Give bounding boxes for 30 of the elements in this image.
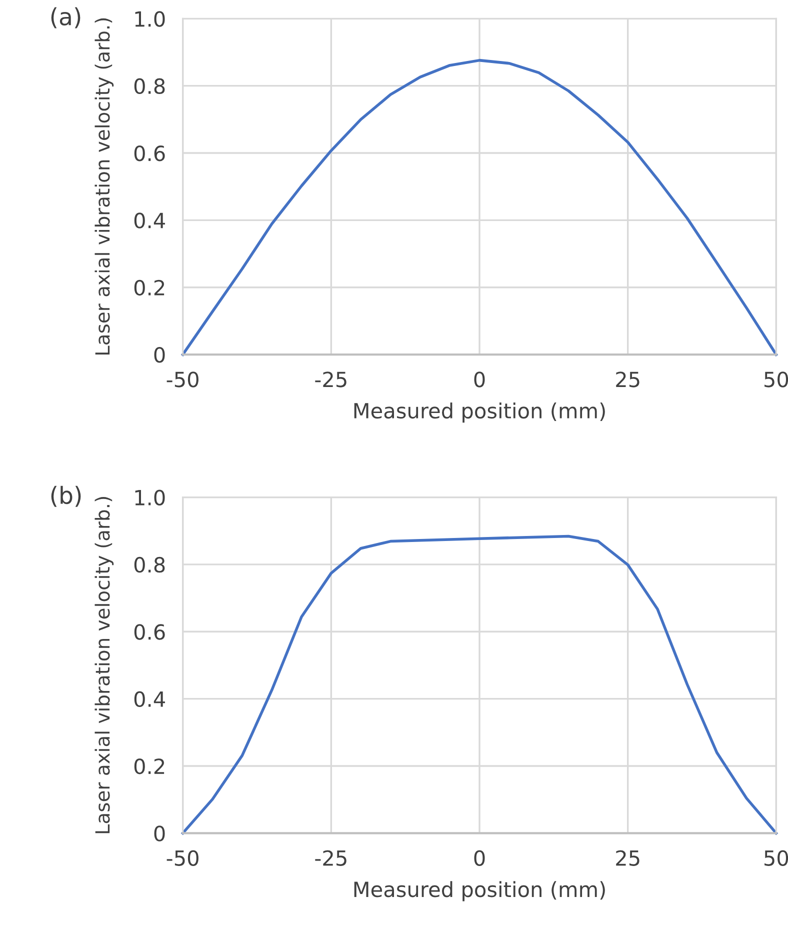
text: (a) [51,7,80,28]
x-tick-label: -25 [315,372,346,388]
x-axis-title: Measured position (mm) [354,881,605,902]
x-axis-title: Measured position (mm) [354,402,605,423]
y-axis-title: Laser axial vibration velocity (arb.) [94,497,114,834]
x-tick-label: 50 [764,850,788,866]
y-tick-label: 0.2 [134,758,164,774]
x-tick-label: 0 [474,850,485,866]
y-tick-label: 0 [154,346,165,363]
y-tick-label: 0 [154,826,165,842]
x-tick-label: 0 [474,372,485,388]
y-tick-label: 0.4 [134,691,165,708]
x-tick-label: -25 [315,850,346,866]
x-tick-label: 50 [764,372,788,388]
text: (b) [51,486,81,507]
line-series [181,534,778,835]
y-tick-label: 1.0 [135,11,165,27]
x-tick-label: 25 [616,372,640,388]
y-tick-label: 0.6 [134,624,165,640]
line-series [181,58,778,356]
y-tick-label: 1.0 [135,490,165,506]
y-axis-title: Laser axial vibration velocity (arb.) [94,18,114,355]
x-tick-label: 25 [616,850,640,866]
x-tick-label: -50 [166,372,198,388]
y-tick-label: 0.8 [134,78,165,94]
x-tick-label: -50 [166,850,198,866]
y-tick-label: 0.6 [134,145,165,162]
y-tick-label: 0.4 [134,212,165,228]
y-tick-label: 0.8 [134,556,165,573]
y-tick-label: 0.2 [134,280,164,296]
